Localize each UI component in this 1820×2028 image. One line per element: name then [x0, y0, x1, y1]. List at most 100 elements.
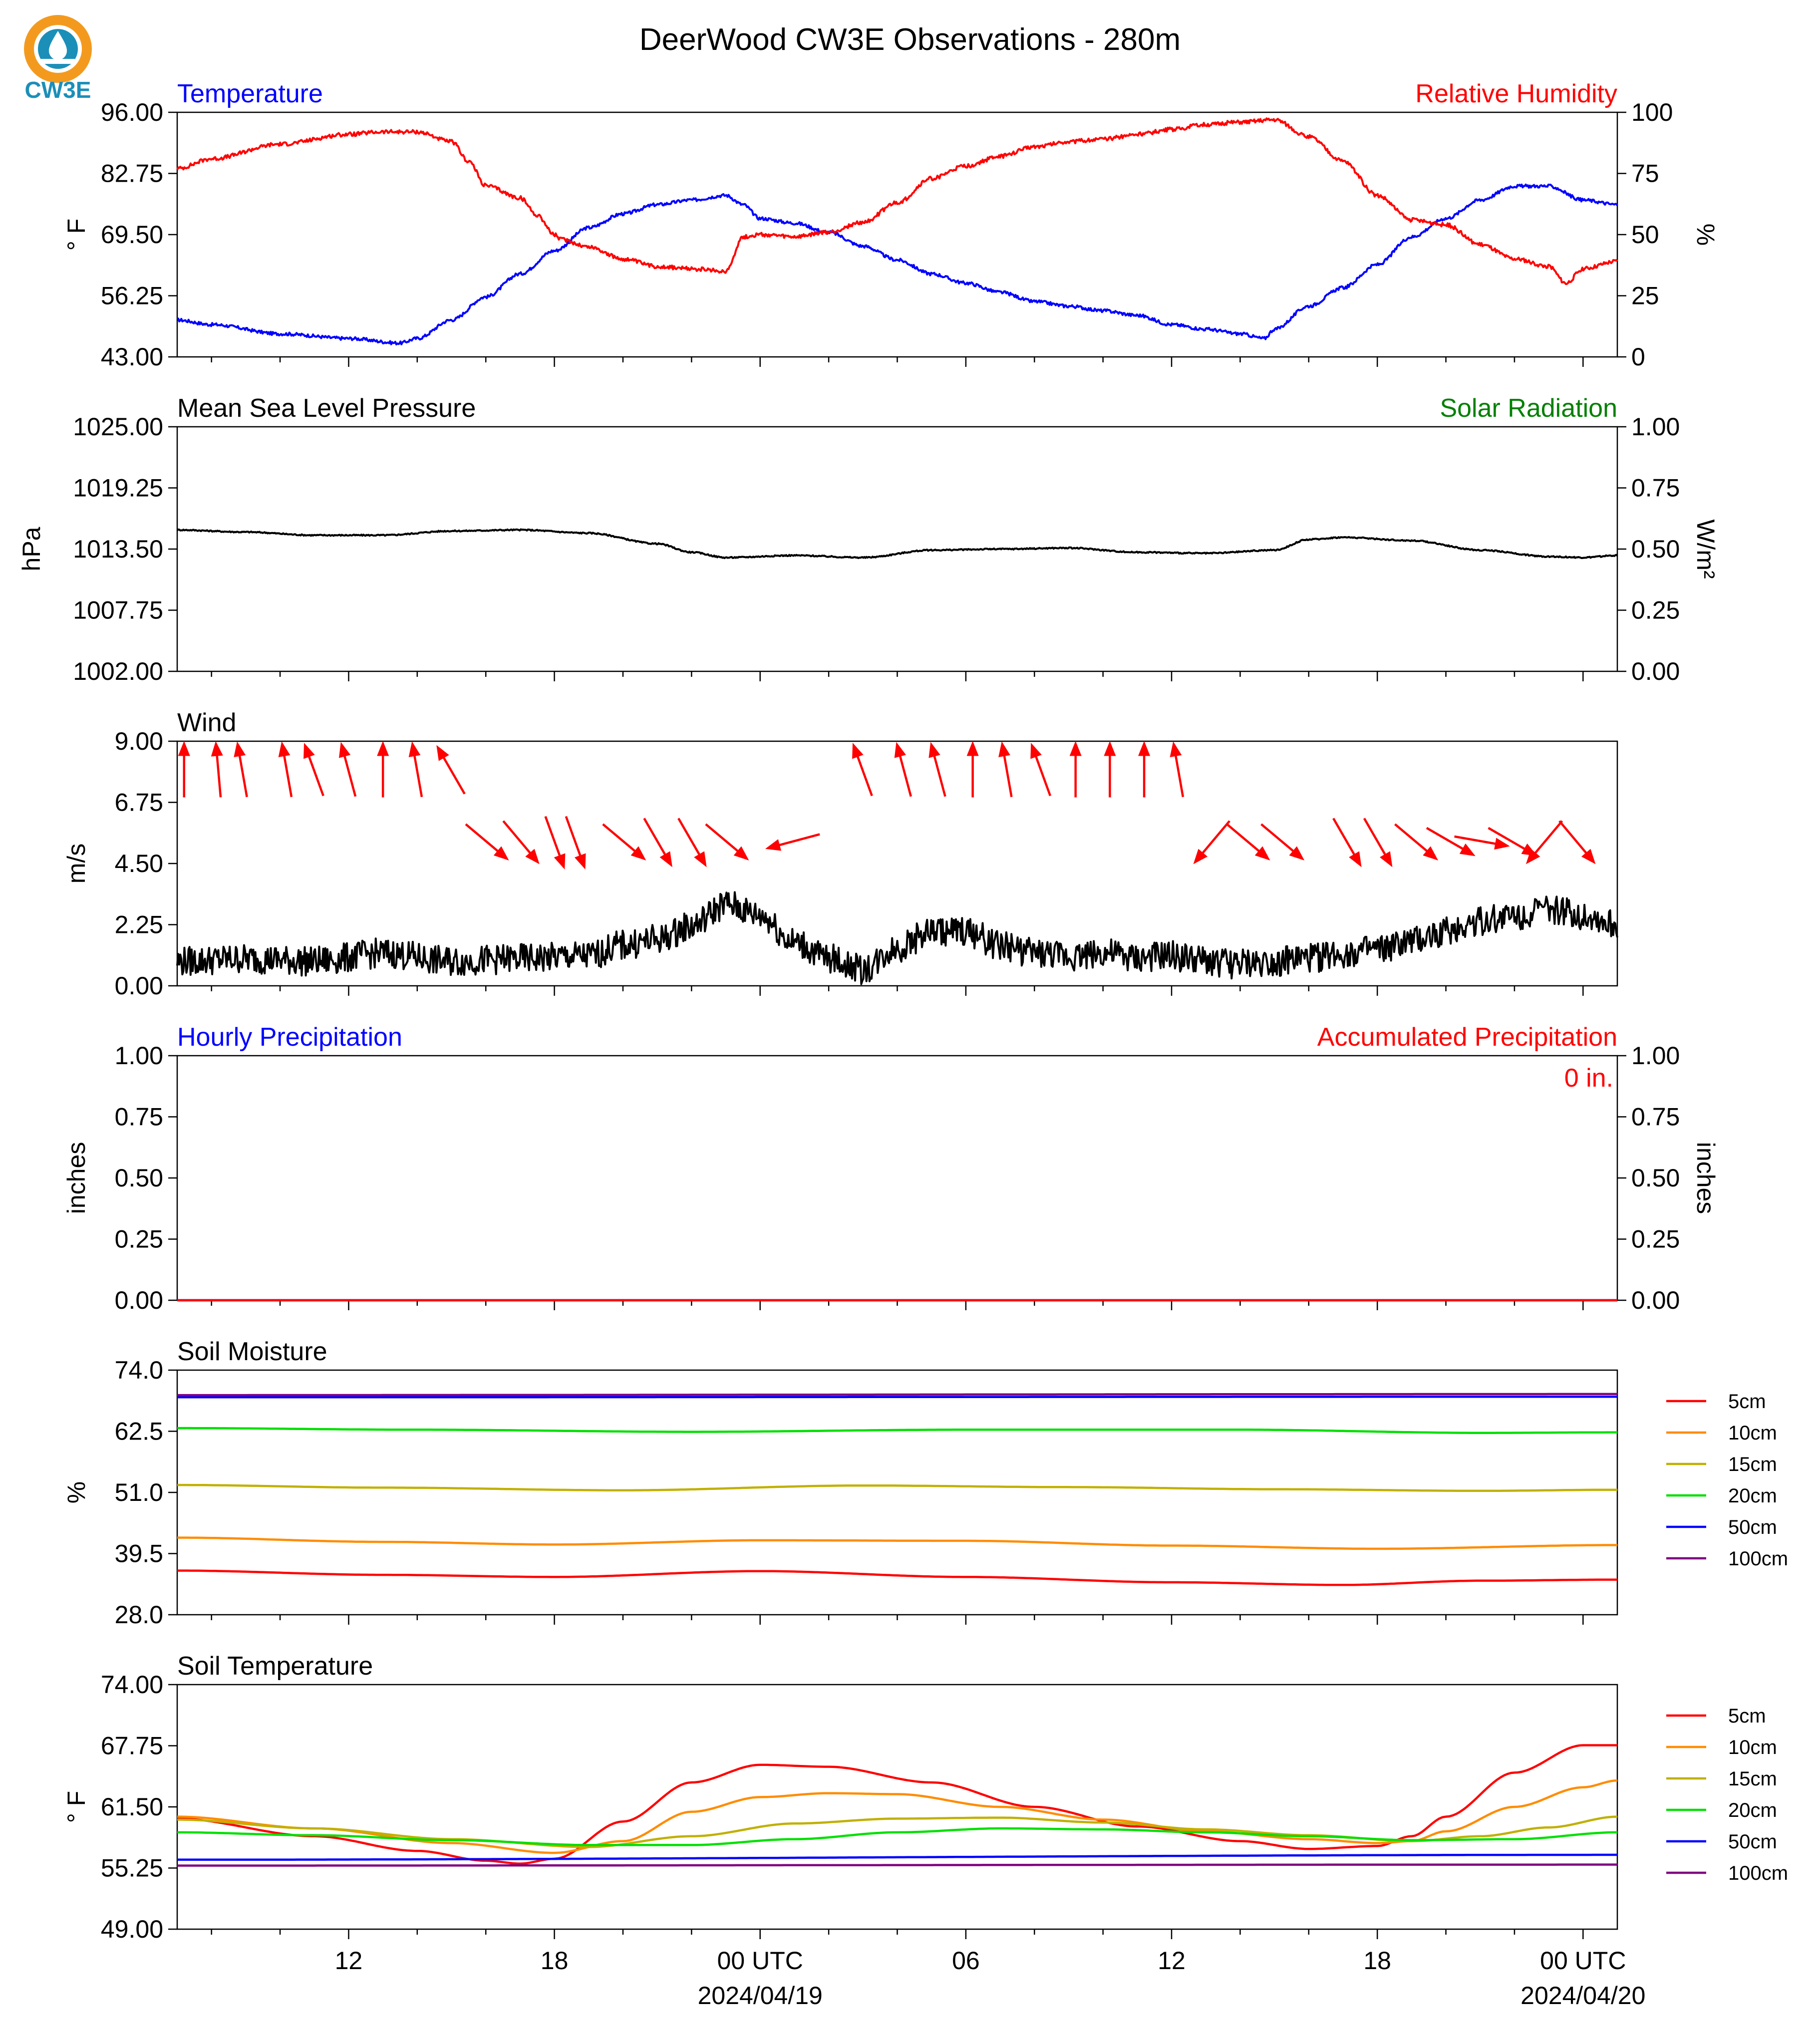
wind-arrow-head — [554, 853, 566, 869]
x-tick-label: 00 UTC — [717, 1947, 803, 1975]
wind-arrow — [278, 741, 293, 798]
panel-title-right: Solar Radiation — [1440, 394, 1617, 423]
wind-arrow-head — [1380, 851, 1393, 868]
y-tick-label: 96.00 — [101, 98, 163, 126]
y2-tick-label: 0.00 — [1631, 1286, 1680, 1314]
y-tick-label: 74.0 — [115, 1356, 163, 1384]
series-line-50cm — [177, 1853, 1617, 1861]
series-line-wind — [176, 891, 1618, 985]
y-tick-label: 1019.25 — [73, 474, 163, 502]
panel-precipitation: Hourly Precipitation Accumulated Precipit… — [62, 1023, 1720, 1314]
y-tick-label: 55.25 — [101, 1854, 163, 1882]
y2-tick-label: 0 — [1631, 343, 1645, 371]
wind-arrow — [303, 743, 324, 797]
wind-arrow — [211, 741, 223, 798]
wind-arrow-head — [1581, 849, 1596, 865]
y2-axis-label: inches — [1692, 1142, 1720, 1214]
wind-arrow — [602, 823, 646, 861]
x-date-label: 2024/04/19 — [698, 1982, 823, 2010]
series-line-temperature — [177, 183, 1618, 345]
panel-title-left: Temperature — [177, 79, 323, 108]
wind-arrow — [928, 742, 946, 797]
y-tick-label: 1.00 — [115, 1042, 163, 1070]
y2-tick-label: 0.25 — [1631, 1225, 1680, 1253]
wind-arrow-head — [928, 742, 940, 758]
wind-arrow-head — [1170, 741, 1182, 758]
wind-arrow-head — [1193, 849, 1208, 865]
panel-soil-moisture: Soil Moisture 28.0 39.5 51.0 62.5 74.0% 5cm 10c… — [62, 1337, 1788, 1629]
y-tick-label: 1025.00 — [73, 413, 163, 441]
y2-tick-label: 75 — [1631, 160, 1659, 188]
series-line-mean-sea-level-pressure — [176, 528, 1618, 560]
wind-arrow-head — [525, 849, 540, 865]
wind-arrow — [1030, 743, 1052, 797]
wind-arrow — [1226, 823, 1270, 861]
wind-arrow — [1525, 820, 1563, 865]
y-tick-label: 0.50 — [115, 1164, 163, 1192]
chart-panels: Temperature Relative Humidity 43.00 56.25 69… — [17, 79, 1788, 2010]
cw3e-logo: CW3E — [24, 15, 92, 103]
wind-arrow — [677, 818, 707, 868]
x-tick-label: 18 — [541, 1947, 569, 1975]
wind-arrow — [565, 816, 586, 869]
wind-arrow-head — [574, 853, 586, 869]
wind-arrow-head — [1423, 846, 1439, 861]
panel-title-left: Mean Sea Level Pressure — [177, 394, 476, 423]
accumulated-total-label: 0 in. — [1564, 1064, 1613, 1093]
series-line-5cm — [177, 1744, 1617, 1865]
wind-arrow — [1426, 827, 1476, 857]
wind-arrow-head — [733, 846, 749, 861]
y-tick-label: 0.25 — [115, 1225, 163, 1253]
y2-tick-label: 1.00 — [1631, 1042, 1680, 1070]
panel-title-left: Soil Temperature — [177, 1652, 373, 1681]
wind-arrow — [465, 823, 509, 861]
wind-arrow-head — [1104, 741, 1116, 756]
legend-label: 20cm — [1728, 1485, 1777, 1507]
y2-tick-label: 0.75 — [1631, 1103, 1680, 1131]
x-tick-label: 18 — [1363, 1947, 1391, 1975]
legend-label: 50cm — [1728, 1831, 1777, 1853]
wind-arrow — [1332, 818, 1362, 868]
wind-arrow-head — [303, 743, 315, 759]
series-line-10cm — [177, 1536, 1617, 1550]
wind-arrow — [1170, 741, 1185, 798]
y-tick-label: 82.75 — [101, 160, 163, 188]
panel-soil-temperature: Soil Temperature 49.00 55.25 61.50 67.75 74.0… — [62, 1652, 1788, 2010]
wind-arrow — [894, 742, 912, 797]
wind-arrow — [377, 741, 389, 798]
y-tick-label: 67.75 — [101, 1732, 163, 1760]
wind-arrow-head — [894, 742, 906, 758]
y-tick-label: 0.00 — [115, 1286, 163, 1314]
logo-ring-icon — [24, 15, 92, 83]
series-line-100cm — [177, 1863, 1617, 1867]
wind-arrow-head — [493, 846, 509, 861]
y-tick-label: 43.00 — [101, 343, 163, 371]
y-axis-label: % — [62, 1481, 90, 1503]
wind-arrow-head — [998, 741, 1010, 758]
y-tick-label: 9.00 — [115, 727, 163, 755]
wind-arrow-head — [1069, 741, 1082, 756]
wind-arrow — [1260, 823, 1305, 861]
wind-arrow — [643, 818, 672, 868]
y-tick-label: 49.00 — [101, 1915, 163, 1943]
wind-arrow-head — [377, 741, 389, 756]
wind-arrow-head — [178, 741, 190, 756]
panel-title-left: Wind — [177, 708, 236, 737]
wind-arrow — [998, 741, 1013, 798]
wind-arrow-head — [1289, 846, 1305, 861]
y-tick-label: 1007.75 — [73, 596, 163, 624]
y-tick-label: 0.75 — [115, 1103, 163, 1131]
series-line-20cm — [177, 1827, 1617, 1846]
wind-arrow — [544, 816, 566, 869]
y-axis-label: hPa — [17, 527, 45, 571]
legend-label: 100cm — [1728, 1548, 1788, 1570]
wind-arrow-head — [966, 741, 979, 756]
wind-arrow — [436, 745, 466, 795]
wind-arrow-head — [852, 743, 864, 759]
water-drop-icon — [49, 31, 67, 60]
wind-arrow-head — [436, 745, 449, 761]
wind-arrow — [705, 823, 749, 861]
legend-label: 15cm — [1728, 1453, 1777, 1475]
wind-arrow-head — [278, 741, 291, 758]
wind-arrow-head — [694, 851, 707, 868]
